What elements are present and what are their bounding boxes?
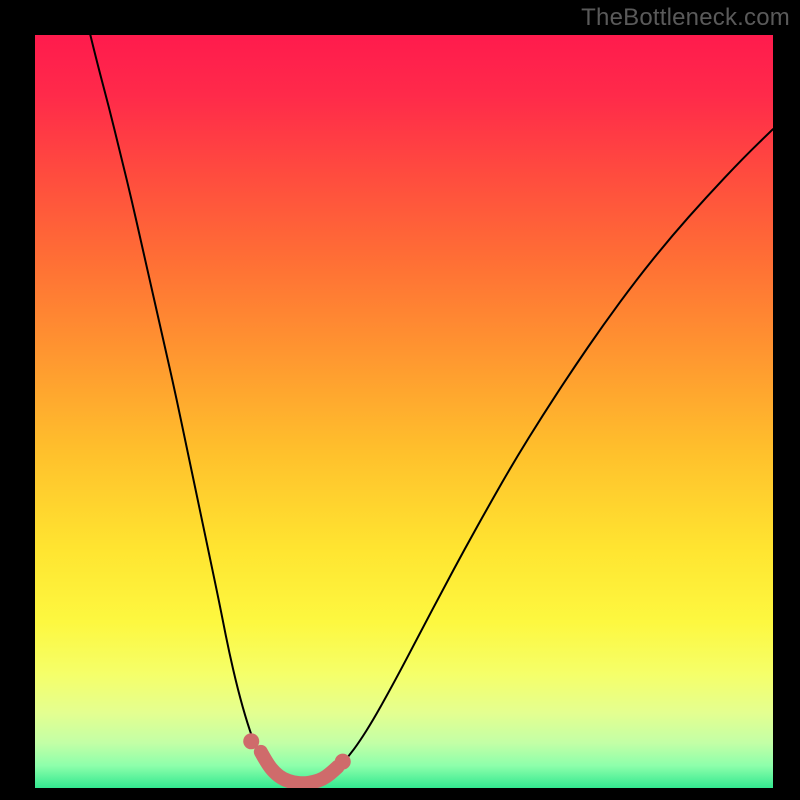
watermark-text: TheBottleneck.com xyxy=(581,4,790,32)
highlight-endpoint-left xyxy=(243,733,259,749)
highlight-endpoint-right xyxy=(335,754,351,770)
plot-area xyxy=(35,35,773,788)
gradient-background xyxy=(35,35,773,788)
chart-svg xyxy=(35,35,773,788)
